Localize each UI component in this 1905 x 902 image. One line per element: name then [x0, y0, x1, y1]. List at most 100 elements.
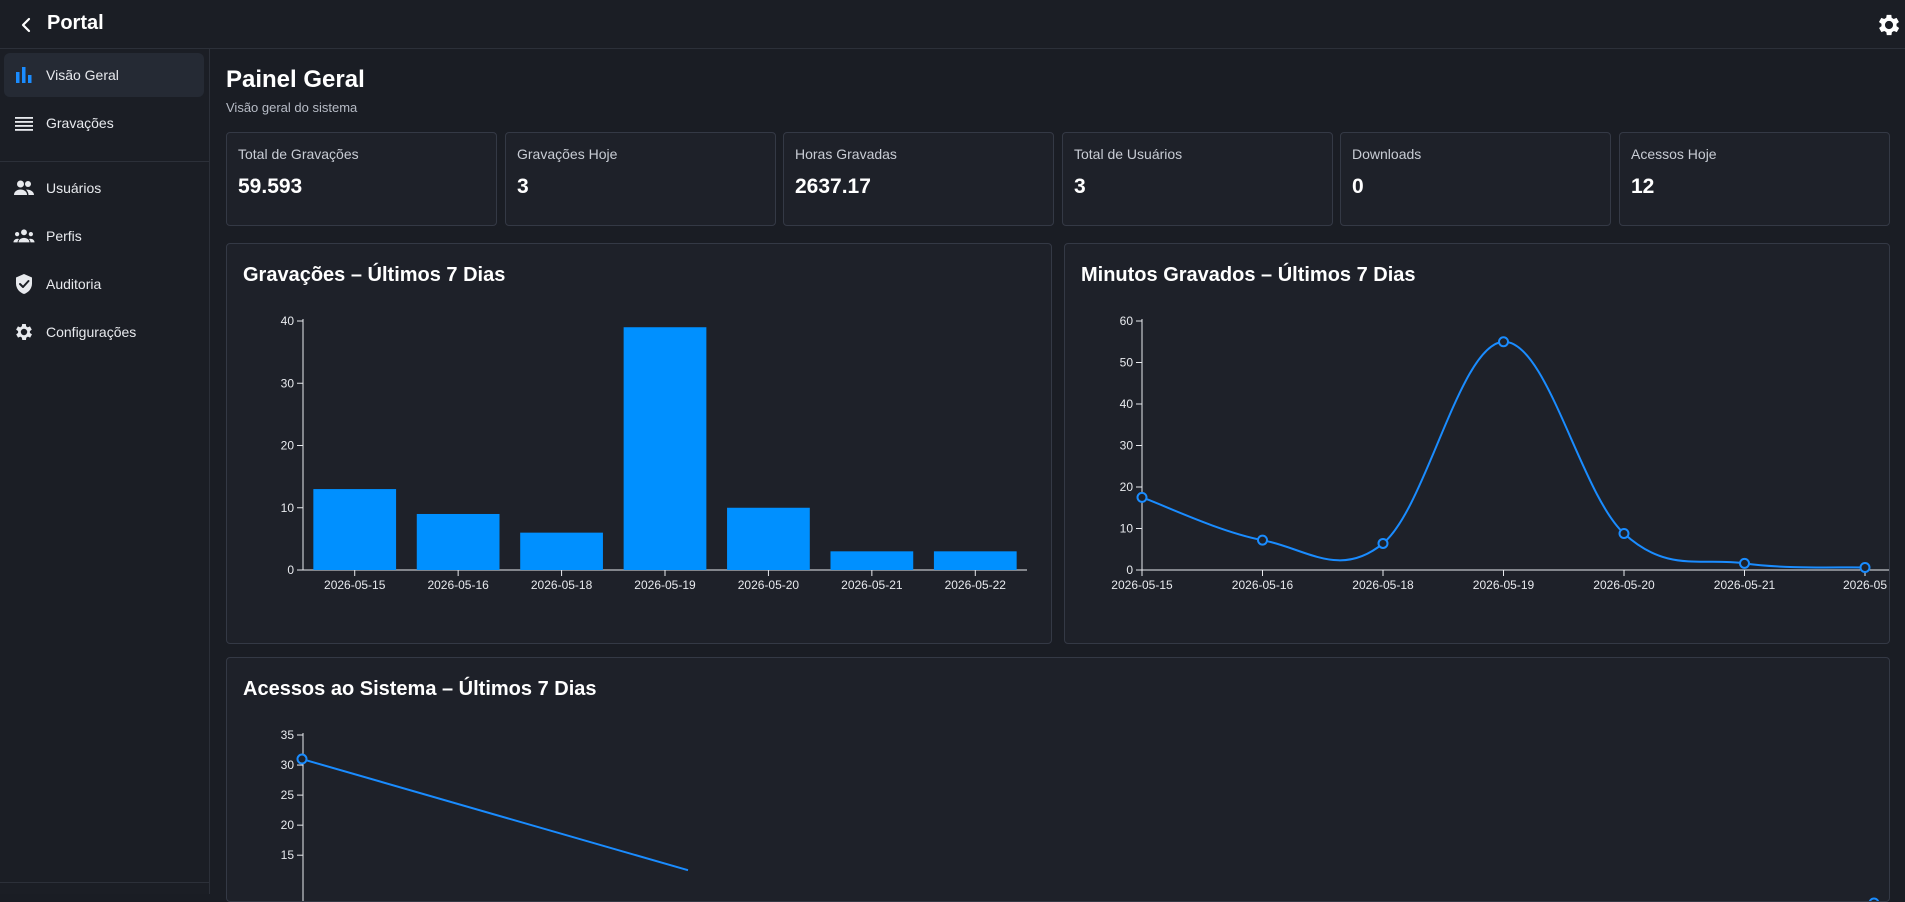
chevron-left-icon — [14, 13, 38, 37]
y-tick-label: 20 — [281, 818, 295, 832]
sidebar-item-visao-geral[interactable]: Visão Geral — [4, 53, 204, 97]
bar — [520, 533, 603, 570]
sidebar-item-label: Gravações — [46, 115, 114, 131]
stat-card-total-gravacoes: Total de Gravações 59.593 — [226, 132, 497, 226]
y-tick-label: 30 — [281, 376, 295, 390]
y-tick-label: 60 — [1120, 314, 1134, 328]
page-title: Painel Geral — [226, 66, 365, 94]
minutos-line-chart: 0 10 20 30 40 50 60 2026-05-15 2026-05-16 2026-05… — [1065, 244, 1890, 644]
sidebar-divider — [0, 161, 210, 162]
y-tick-label: 20 — [281, 439, 295, 453]
sidebar-item-auditoria[interactable]: Auditoria — [4, 262, 204, 306]
stat-value: 59.593 — [238, 175, 302, 199]
sidebar-item-configuracoes[interactable]: Configurações — [4, 310, 204, 354]
sidebar-item-perfis[interactable]: Perfis — [4, 214, 204, 258]
page-subtitle: Visão geral do sistema — [226, 100, 357, 115]
y-tick-label: 50 — [1120, 356, 1134, 370]
top-bar: Portal — [0, 0, 1905, 49]
app-title: Portal — [47, 12, 104, 35]
stat-card-horas-gravadas: Horas Gravadas 2637.17 — [783, 132, 1054, 226]
data-point — [1258, 536, 1267, 545]
sidebar-item-label: Configurações — [46, 324, 136, 340]
bar — [830, 551, 913, 570]
y-tick-label: 40 — [1120, 397, 1134, 411]
main-content: Painel Geral Visão geral do sistema Tota… — [211, 49, 1905, 894]
x-tick-label: 2026-05-21 — [841, 578, 903, 592]
x-tick-label: 2026-05-19 — [1473, 578, 1535, 592]
stat-label: Total de Gravações — [238, 146, 359, 162]
y-tick-label: 30 — [281, 758, 295, 772]
bar — [934, 551, 1017, 570]
data-point — [1379, 539, 1388, 548]
data-point — [1620, 529, 1629, 538]
x-tick-label: 2026-05-20 — [738, 578, 800, 592]
stat-value: 2637.17 — [795, 175, 871, 199]
stat-card-downloads: Downloads 0 — [1340, 132, 1611, 226]
gear-icon — [1875, 11, 1903, 39]
stat-card-gravacoes-hoje: Gravações Hoje 3 — [505, 132, 776, 226]
stat-card-total-usuarios: Total de Usuários 3 — [1062, 132, 1333, 226]
data-point — [1740, 559, 1749, 568]
stat-value: 12 — [1631, 175, 1654, 199]
stat-value: 3 — [517, 175, 529, 199]
sidebar-item-gravacoes[interactable]: Gravações — [4, 101, 204, 145]
y-tick-label: 10 — [1120, 522, 1134, 536]
gravacoes-bar-chart: 0 10 20 30 40 2026-05-15 2026-05-16 2026-05-18 2… — [227, 244, 1052, 644]
sidebar-item-usuarios[interactable]: Usuários — [4, 166, 204, 210]
settings-icon — [13, 321, 35, 343]
shield-check-icon — [13, 273, 35, 295]
stat-value: 3 — [1074, 175, 1086, 199]
data-point — [1138, 493, 1147, 502]
data-point — [298, 755, 307, 764]
back-button[interactable] — [14, 13, 38, 37]
y-tick-label: 20 — [1120, 480, 1134, 494]
list-icon — [13, 112, 35, 134]
y-tick-label: 0 — [1126, 563, 1133, 577]
series-line — [302, 759, 688, 870]
x-tick-label: 2026-05-16 — [1232, 578, 1294, 592]
y-tick-label: 35 — [281, 728, 295, 742]
settings-button[interactable] — [1875, 11, 1903, 39]
data-point — [1499, 337, 1508, 346]
bar — [313, 489, 396, 570]
y-tick-label: 40 — [281, 314, 295, 328]
y-tick-label: 10 — [281, 501, 295, 515]
groups-icon — [13, 225, 35, 247]
x-tick-label: 2026-05-18 — [1352, 578, 1414, 592]
stat-value: 0 — [1352, 175, 1364, 199]
x-tick-label: 2026-05-22 — [945, 578, 1007, 592]
bar — [727, 508, 810, 570]
acessos-line-chart: 15 20 25 30 35 — [227, 658, 1890, 902]
x-tick-label: 2026-05-15 — [1111, 578, 1173, 592]
stat-label: Horas Gravadas — [795, 146, 897, 162]
sidebar-bottom-divider — [0, 882, 210, 883]
data-point — [1870, 899, 1879, 902]
x-tick-label: 2026-05-18 — [531, 578, 593, 592]
x-tick-label: 2026-05-21 — [1714, 578, 1776, 592]
x-tick-label: 2026-05-16 — [427, 578, 489, 592]
y-tick-label: 15 — [281, 848, 295, 862]
x-tick-label: 2026-05 — [1843, 578, 1887, 592]
bar — [417, 514, 500, 570]
stat-label: Gravações Hoje — [517, 146, 617, 162]
y-tick-label: 0 — [287, 563, 294, 577]
stat-label: Acessos Hoje — [1631, 146, 1717, 162]
x-tick-label: 2026-05-20 — [1593, 578, 1655, 592]
y-tick-label: 25 — [281, 788, 295, 802]
sidebar-item-label: Visão Geral — [46, 67, 119, 83]
y-tick-label: 30 — [1120, 439, 1134, 453]
users-icon — [13, 177, 35, 199]
stat-card-acessos-hoje: Acessos Hoje 12 — [1619, 132, 1890, 226]
sidebar-item-label: Usuários — [46, 180, 101, 196]
bar — [624, 327, 707, 570]
sidebar-item-label: Auditoria — [46, 276, 101, 292]
sidebar: Visão Geral Gravações Usuários — [0, 49, 210, 894]
x-tick-label: 2026-05-19 — [634, 578, 696, 592]
stat-label: Total de Usuários — [1074, 146, 1182, 162]
series-line — [1142, 342, 1865, 568]
x-tick-label: 2026-05-15 — [324, 578, 386, 592]
bar-chart-icon — [13, 64, 35, 86]
